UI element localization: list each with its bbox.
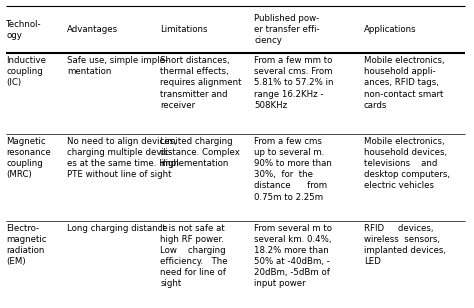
Text: Long charging distance: Long charging distance bbox=[67, 224, 168, 233]
Text: No need to align devices,
charging multiple devic-
es at the same time. High
PTE: No need to align devices, charging multi… bbox=[67, 137, 179, 179]
Text: Mobile electronics,
household appli-
ances, RFID tags,
non-contact smart
cards: Mobile electronics, household appli- anc… bbox=[364, 56, 445, 110]
Text: Limited charging
distance. Complex
implementation: Limited charging distance. Complex imple… bbox=[161, 137, 240, 168]
Text: RFID     devices,
wireless  sensors,
implanted devices,
LED: RFID devices, wireless sensors, implante… bbox=[364, 224, 446, 266]
Text: Safe use, simple imple-
mentation: Safe use, simple imple- mentation bbox=[67, 56, 168, 76]
Text: From several m to
several km. 0.4%,
18.2% more than
50% at -40dBm, -
20dBm, -5dB: From several m to several km. 0.4%, 18.2… bbox=[254, 224, 332, 288]
Text: Applications: Applications bbox=[364, 25, 417, 34]
Text: From a few cms
up to several m.
90% to more than
30%,  for  the
distance      fr: From a few cms up to several m. 90% to m… bbox=[254, 137, 332, 201]
Text: Published pow-
er transfer effi-
ciency: Published pow- er transfer effi- ciency bbox=[254, 14, 319, 45]
Text: It is not safe at
high RF power.
Low    charging
efficiency.   The
need for line: It is not safe at high RF power. Low cha… bbox=[161, 224, 228, 288]
Text: Mobile electronics,
household devices,
televisions    and
desktop computers,
ele: Mobile electronics, household devices, t… bbox=[364, 137, 450, 190]
Text: Magnetic
resonance
coupling
(MRC): Magnetic resonance coupling (MRC) bbox=[6, 137, 51, 179]
Text: Inductive
coupling
(IC): Inductive coupling (IC) bbox=[6, 56, 46, 87]
Text: Advantages: Advantages bbox=[67, 25, 118, 34]
Text: Electro-
magnetic
radiation
(EM): Electro- magnetic radiation (EM) bbox=[6, 224, 46, 266]
Text: Limitations: Limitations bbox=[161, 25, 208, 34]
Text: Short distances,
thermal effects,
requires alignment
transmitter and
receiver: Short distances, thermal effects, requir… bbox=[161, 56, 242, 110]
Text: Technol-
ogy: Technol- ogy bbox=[6, 19, 42, 40]
Text: From a few mm to
several cms. From
5.81% to 57.2% in
range 16.2KHz -
508KHz: From a few mm to several cms. From 5.81%… bbox=[254, 56, 334, 110]
